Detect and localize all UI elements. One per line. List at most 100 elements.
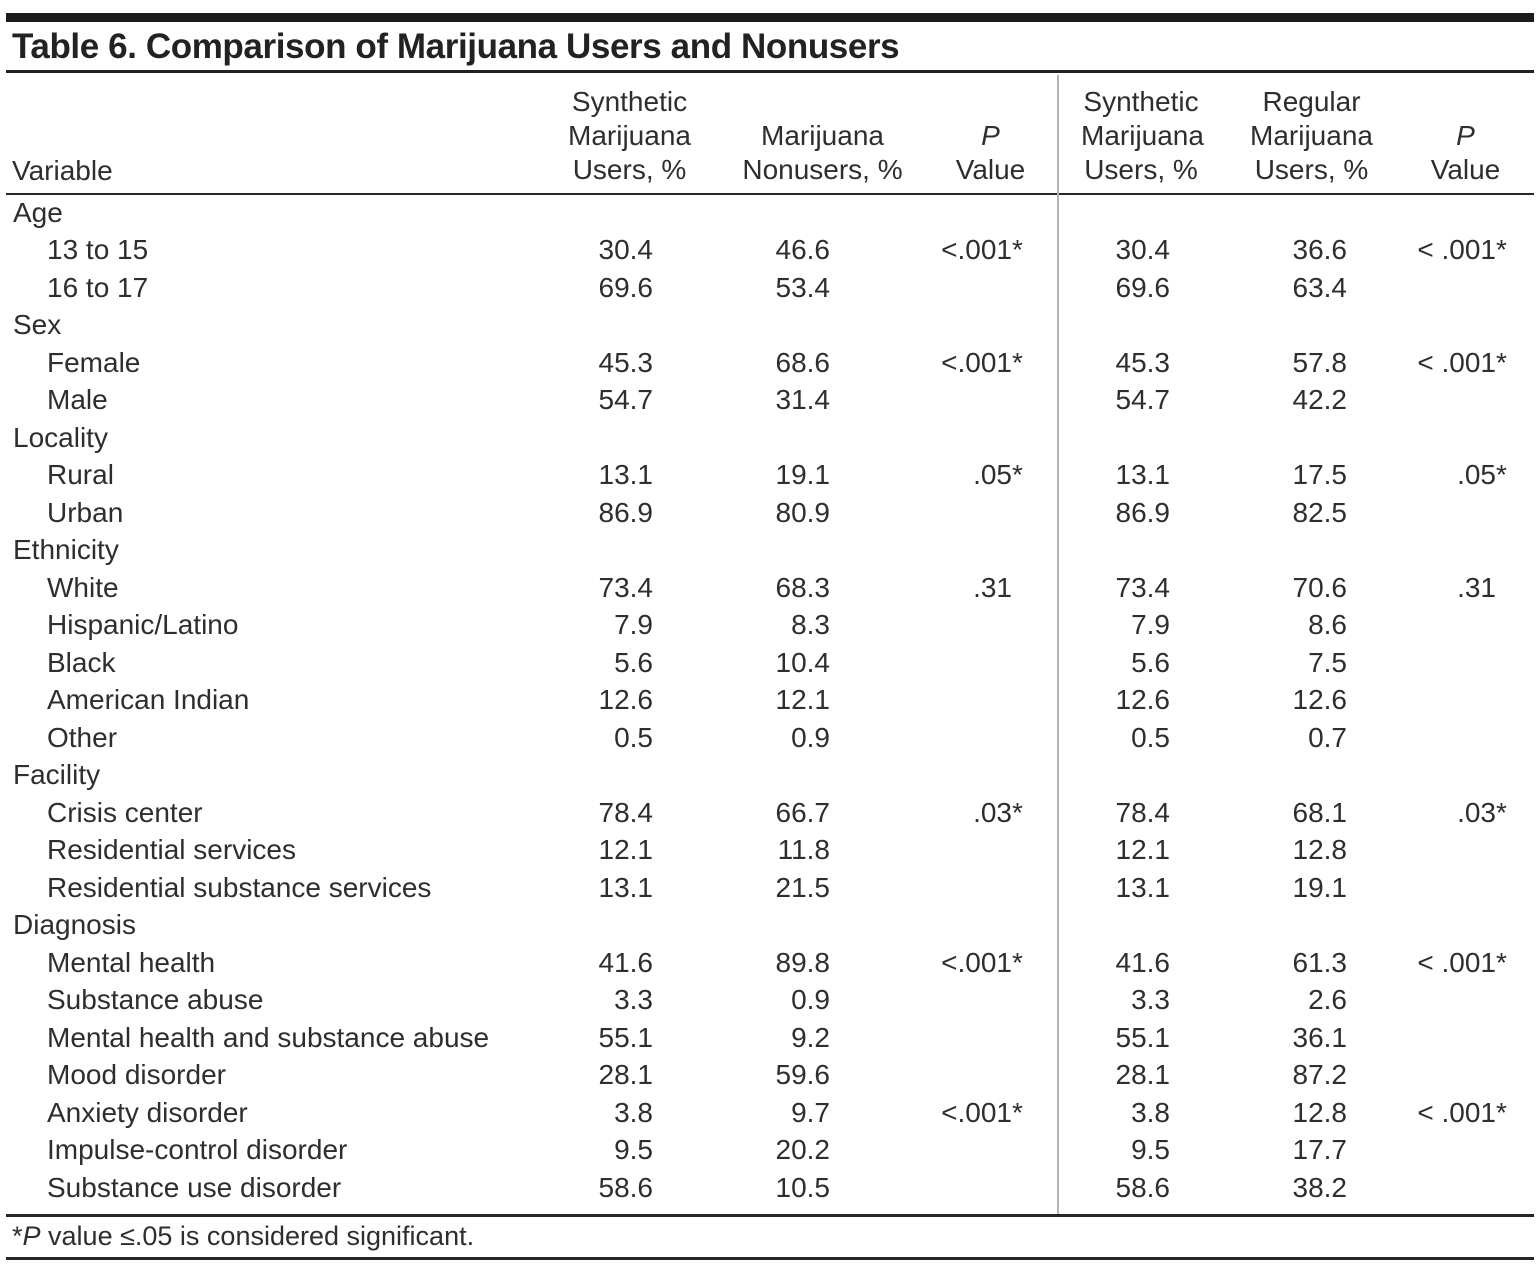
divider-spacer — [1045, 644, 1064, 682]
cell-value: 30.4 — [1115, 234, 1171, 266]
header-line: Users, % — [1254, 154, 1369, 185]
cell-value — [667, 532, 844, 570]
cell-value — [1361, 1132, 1528, 1170]
cell-value: 82.5 — [1292, 496, 1348, 528]
cell-value: 3.8 — [1131, 1096, 1170, 1128]
table-row: 16 to 17 69.6 53.4 69.6 63.4 — [12, 269, 1528, 307]
divider-spacer — [1045, 719, 1064, 757]
cell-value: 7.9 — [614, 609, 653, 641]
cell-value — [844, 1057, 1045, 1095]
table-row: Mental health and substance abuse 55.1 9.2… — [12, 1019, 1528, 1057]
column-header-nonusers: Marijuana Nonusers, % — [667, 75, 902, 194]
cell-value: 30.4 — [598, 234, 654, 266]
cell-value — [1064, 907, 1184, 945]
cell-value: 9.5 — [1131, 1134, 1170, 1166]
cell-value: 80.9 — [775, 496, 831, 528]
cell-value — [844, 1169, 1045, 1207]
cell-value: 28.1 — [1115, 1059, 1171, 1091]
footnote-p-symbol: P — [22, 1221, 41, 1251]
header-line: P — [1456, 120, 1475, 151]
cell-variable: Black — [47, 646, 116, 678]
cell-value: 68.3 — [775, 571, 831, 603]
title-rule — [6, 70, 1534, 73]
cell-value: 20.2 — [775, 1134, 831, 1166]
column-header-pvalue-left: P Value — [844, 75, 1045, 194]
cell-value: .31 — [1457, 571, 1496, 603]
table-row: Impulse-control disorder 9.5 20.2 9.5 17.7 — [12, 1132, 1528, 1170]
cell-value: 12.6 — [598, 684, 654, 716]
cell-value — [1184, 907, 1361, 945]
divider-spacer — [1045, 832, 1064, 870]
cell-value: .05* — [844, 457, 1045, 495]
cell-value: 68.6 — [775, 346, 831, 378]
table-row: Age — [12, 194, 1528, 232]
cell-variable: Residential services — [47, 834, 296, 866]
divider-spacer — [1045, 607, 1064, 645]
cell-value: 12.8 — [1292, 1096, 1348, 1128]
table-row: Hispanic/Latino 7.9 8.3 7.9 8.6 — [12, 607, 1528, 645]
cell-value: 5.6 — [614, 646, 653, 678]
cell-value — [844, 269, 1045, 307]
divider-spacer — [1045, 1094, 1064, 1132]
cell-variable: Hispanic/Latino — [47, 609, 239, 641]
significance-asterisk: * — [1012, 234, 1023, 266]
header-line: P — [981, 120, 1000, 151]
cell-value: 0.5 — [614, 721, 653, 753]
header-line: Marijuana — [761, 120, 884, 151]
column-header-regular-users: Regular Marijuana Users, % — [1184, 75, 1373, 194]
cell-group-label: Locality — [13, 421, 108, 453]
cell-group-label: Ethnicity — [13, 534, 119, 566]
significance-asterisk: * — [1012, 1096, 1023, 1128]
cell-value: <.001* — [844, 944, 1045, 982]
cell-variable: Male — [47, 384, 108, 416]
cell-value — [844, 419, 1045, 457]
header-line: Value — [955, 154, 1026, 185]
column-header-variable: Variable — [12, 75, 482, 194]
header-line: Nonusers, % — [742, 154, 903, 185]
cell-value — [1184, 532, 1361, 570]
header-line: Users, % — [1084, 154, 1198, 185]
cell-value: 41.6 — [598, 946, 654, 978]
column-header-synthetic-users-left: Synthetic Marijuana Users, % — [482, 75, 691, 194]
cell-value — [482, 307, 667, 345]
cell-group-label: Sex — [13, 309, 62, 341]
table-row: Facility — [12, 757, 1528, 795]
cell-value — [844, 719, 1045, 757]
cell-value: <.001* — [844, 232, 1045, 270]
header-line: Users, % — [572, 154, 687, 185]
cell-value: 31.4 — [775, 384, 831, 416]
cell-value: 54.7 — [598, 384, 654, 416]
significance-asterisk: * — [1012, 946, 1023, 978]
table-title: Table 6. Comparison of Marijuana Users a… — [12, 27, 900, 66]
table-row: Anxiety disorder 3.8 9.7 <.001* 3.8 12.8 < .00… — [12, 1094, 1528, 1132]
cell-value: <.001* — [844, 1094, 1045, 1132]
divider-spacer — [1045, 757, 1064, 795]
table-row: Residential services 12.1 11.8 12.1 12.8 — [12, 832, 1528, 870]
divider-spacer — [1045, 457, 1064, 495]
cell-value: 12.1 — [1115, 834, 1171, 866]
cell-value — [844, 832, 1045, 870]
cell-value: < .001* — [1361, 232, 1528, 270]
cell-variable: Mood disorder — [47, 1059, 226, 1091]
cell-value: 0.9 — [791, 721, 830, 753]
cell-value — [1361, 907, 1528, 945]
cell-value: 73.4 — [598, 571, 654, 603]
footnote-asterisk: * — [12, 1221, 23, 1251]
cell-variable: Mental health — [47, 946, 216, 978]
header-line: Regular — [1262, 86, 1361, 117]
cell-value: 3.8 — [614, 1096, 653, 1128]
significance-asterisk: * — [1496, 459, 1507, 491]
cell-value — [1064, 757, 1184, 795]
cell-value: .03* — [844, 794, 1045, 832]
table-row: White 73.4 68.3 .31 73.4 70.6 .31 — [12, 569, 1528, 607]
cell-value — [1361, 419, 1528, 457]
cell-value: .03* — [1361, 794, 1528, 832]
cell-variable: 16 to 17 — [47, 271, 149, 303]
cell-variable: Other — [47, 721, 118, 753]
divider-spacer — [1045, 907, 1064, 945]
cell-value — [1361, 532, 1528, 570]
table-row: Mental health 41.6 89.8 <.001* 41.6 61.3 < .00… — [12, 944, 1528, 982]
divider-spacer — [1045, 382, 1064, 420]
cell-value: 19.1 — [775, 459, 831, 491]
cell-value — [1361, 757, 1528, 795]
